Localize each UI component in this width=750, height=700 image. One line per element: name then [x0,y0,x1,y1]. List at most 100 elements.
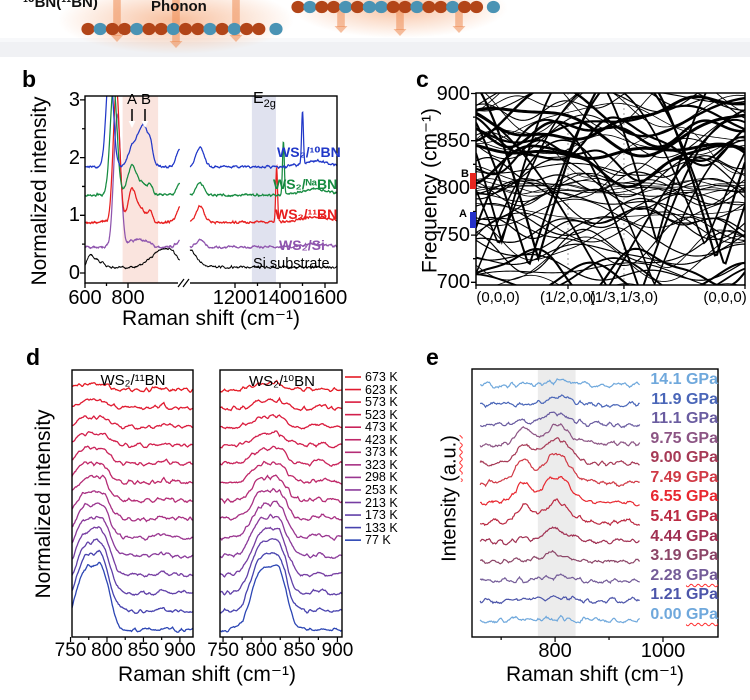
pressure-unit: GPa [685,410,718,428]
pressure-value: 6.55 [650,488,686,506]
peak-a-annotation: A [126,91,138,108]
panel-c-x-tick: (0,0,0) [703,289,747,306]
panel-b-y-tick: 2 [68,146,80,169]
pressure-label: 5.41 GPa [626,508,718,526]
pressure-value: 3.19 [650,547,686,565]
curve-label-ws2-nabn: WS₂/ᴺᵃBN [273,176,338,192]
panel-c-y-tick: 800 [436,176,470,199]
panel-c-y-tick: 750 [436,224,470,247]
panel-d-right-title: WS₂/¹⁰BN [249,373,315,390]
legend-entry-temperature: 523 K [365,407,398,422]
legend-entry-temperature: 213 K [365,495,398,510]
pressure-value: 11.9 [651,390,686,408]
panel-d-x-tick: 750 [54,640,87,661]
bn-isotope-label: ¹⁰BN(¹¹BN) [23,0,98,11]
panel-d-x-tick: 900 [321,640,354,661]
pressure-label: 6.55 GPa [626,488,718,506]
panel-e-y-axis-unit: (a.u.) [438,435,461,482]
legend-entry-temperature: 473 K [365,420,398,435]
panel-e-x-axis-title: Raman shift (cm⁻¹) [506,663,684,686]
pressure-unit: GPa [685,605,718,623]
pressure-unit: GPa [685,468,718,486]
e2g-annotation: E2g [253,90,276,110]
pressure-label: 11.1 GPa [626,410,718,428]
panel-d-x-tick: 900 [164,640,196,661]
panel-d-x-axis-title: Raman shift (cm⁻¹) [118,663,296,686]
panel-d-left-title: WS₂/¹¹BN [100,372,166,389]
pressure-unit: GPa [685,586,718,604]
panel-b-y-tick: 0 [68,262,80,284]
e2g-annotation-main: E [253,90,264,107]
pressure-value: 9.75 [650,429,686,447]
legend-entry-temperature: 373 K [365,445,398,460]
curve-label-ws2-si: WS₂/Si [279,237,325,253]
panel-d-x-tick: 750 [207,640,239,661]
pressure-unit: GPa [685,371,718,388]
panel-c-x-tick: (0,0,0) [476,289,520,306]
panel-b-x-tick: 1200 [212,287,258,309]
legend-entry-temperature: 623 K [365,382,398,397]
panel-d-x-tick: 850 [283,640,316,661]
panel-b-x-tick: 1400 [257,287,303,309]
panel-d-label: d [26,344,41,370]
legend-entry-temperature: 423 K [365,432,398,447]
pressure-unit: GPa [685,566,718,584]
panel-b-label: b [22,66,37,92]
panel-e-y-axis-title-text: Intensity [438,481,461,562]
pressure-label: 9.00 GPa [626,449,718,467]
panel-d-y-axis-title: Normalized intensity [32,409,55,599]
panel-b-x-axis-title: Raman shift (cm⁻¹) [122,307,300,330]
pressure-label: 4.44 GPa [626,528,718,546]
marker-a-bar [470,212,476,229]
pressure-label: 9.75 GPa [626,430,718,448]
pressure-value: 2.28 [650,566,686,584]
panel-c-x-tick: (1/3,1/3,0) [589,289,659,306]
curve-label-ws2-11bn: WS₂/¹¹BN [275,206,338,222]
legend-entry-temperature: 173 K [365,508,398,523]
pressure-unit: GPa [685,488,718,506]
legend-entry-temperature: 77 K [365,533,391,548]
pressure-unit: GPa [685,449,718,467]
legend-entry-temperature: 573 K [365,395,398,410]
curve-label-ws2-10bn: WS₂/¹⁰BN [277,144,341,160]
pressure-unit: GPa [685,508,718,526]
panel-b-y-tick: 3 [68,88,80,111]
pressure-label: 14.1 GPa [626,371,718,389]
legend-entry-temperature: 253 K [365,482,398,497]
curve-label-si-substrate: Si substrate [253,256,330,272]
panel-b-y-axis-title: Normalized intensity [28,96,51,286]
panel-e-y-axis-title: Intensity (a.u.) [439,419,462,579]
pressure-value: 9.00 [650,449,686,467]
phonon-label: Phonon [151,0,207,15]
marker-b-bar [470,172,476,189]
pressure-value: 7.49 [650,468,686,486]
panel-d-x-tick: 800 [91,640,123,661]
panel-c-x-tick: (1/2,0,0) [540,289,596,306]
panel-e-label: e [426,344,439,370]
pressure-unit: GPa [685,547,718,565]
marker-b-letter: B [461,168,469,180]
panel-d-x-tick: 800 [245,640,278,661]
pressure-value: 0.00 [650,605,686,623]
e2g-annotation-sub: 2g [263,98,276,110]
marker-a-letter: A [459,208,467,220]
pressure-value: 5.41 [650,508,686,526]
panel-c-y-tick: 850 [436,129,470,152]
panel-d-x-tick: 850 [127,640,160,661]
legend-entry-temperature: 673 K [365,370,398,384]
panel-b-y-tick: 1 [68,204,80,227]
pressure-label: 7.49 GPa [626,469,718,487]
pressure-label: 0.00 GPa [626,606,718,624]
legend-entry-temperature: 133 K [365,520,398,535]
panel-e-x-tick: 800 [538,640,572,662]
panel-b-x-tick: 600 [68,287,102,309]
pressure-unit: GPa [685,429,718,447]
panel-e-x-tick: 1000 [640,640,686,662]
pressure-value: 4.44 [650,527,686,545]
pressure-unit: GPa [685,390,718,408]
pressure-label: 2.28 GPa [626,567,718,585]
panel-c-y-tick: 900 [436,82,470,105]
pressure-label: 3.19 GPa [626,547,718,565]
